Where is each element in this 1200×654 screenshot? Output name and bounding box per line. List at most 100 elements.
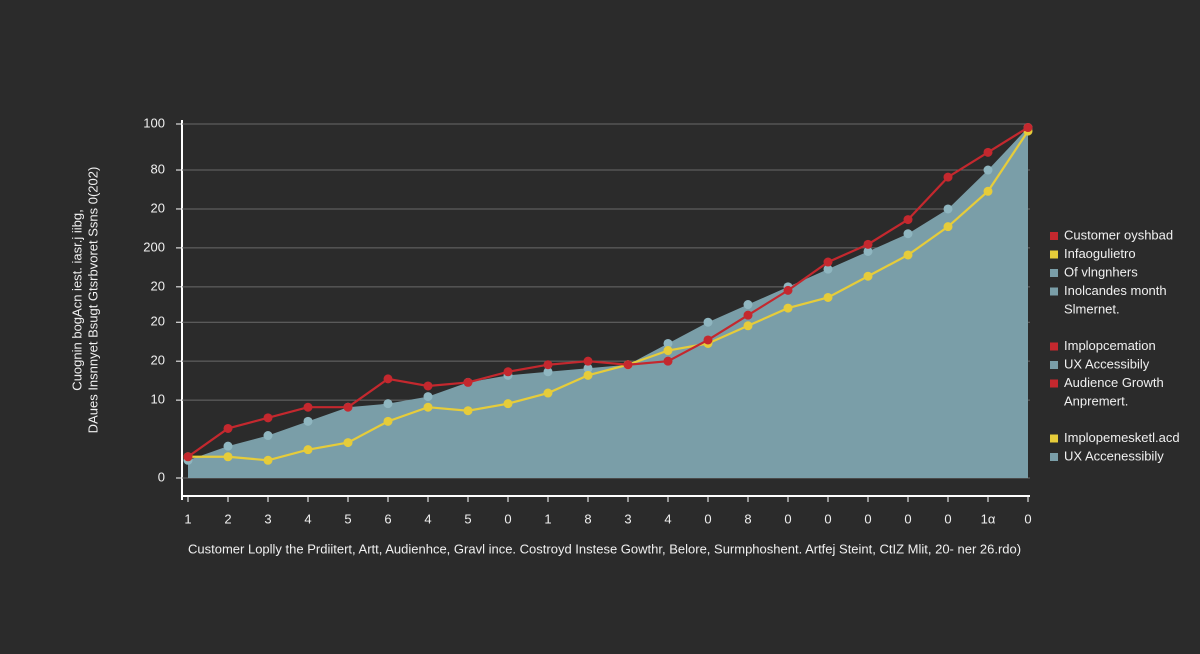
y-tick-label: 20 [151, 200, 165, 215]
legend-label: Inolcandes month [1064, 283, 1167, 298]
x-tick-label: 0 [864, 511, 871, 526]
marker [903, 229, 913, 239]
legend-label: Audience Growth [1064, 375, 1164, 390]
legend-label: Infaogulietro [1064, 246, 1136, 261]
marker [543, 388, 553, 398]
line [188, 130, 1029, 462]
line [187, 126, 1029, 458]
x-tick-label: 4 [424, 511, 431, 526]
x-tick-label: 3 [264, 511, 271, 526]
marker [303, 445, 313, 455]
y-tick-label: 100 [143, 115, 165, 130]
marker [503, 399, 513, 409]
marker [983, 186, 993, 196]
marker [583, 363, 593, 373]
legend-swatch [1050, 287, 1058, 296]
marker [1023, 123, 1033, 133]
x-tick-label: 3 [624, 511, 631, 526]
marker [823, 292, 833, 302]
legend-swatch [1050, 250, 1058, 259]
y-tick-label: 20 [151, 353, 165, 368]
marker [863, 246, 873, 256]
x-tick-label: 5 [344, 511, 351, 526]
marker [303, 402, 313, 412]
y-tick-label: 10 [151, 392, 165, 407]
x-tick-label: 8 [744, 511, 751, 526]
x-tick-label: 1 [544, 511, 551, 526]
marker [263, 455, 273, 465]
marker [943, 172, 953, 182]
marker [423, 402, 433, 412]
marker [663, 346, 673, 356]
marker [943, 204, 953, 214]
marker [223, 441, 233, 451]
marker [183, 452, 193, 462]
marker [383, 399, 393, 409]
x-tick-label: 6 [384, 511, 391, 526]
marker [663, 338, 673, 348]
x-tick-label: 0 [944, 511, 951, 526]
marker [463, 377, 473, 387]
legend-swatch [1050, 342, 1058, 351]
marker [383, 416, 393, 426]
y-axis-label: DAues Insnnyet Bsugt Gtsrbvoret Ssns 0(2… [85, 167, 100, 434]
marker [263, 431, 273, 441]
marker [223, 423, 233, 433]
marker [863, 239, 873, 249]
marker [343, 402, 353, 412]
marker [903, 250, 913, 260]
y-tick-label: 80 [151, 161, 165, 176]
legend-label: Implopcemation [1064, 338, 1156, 353]
marker [703, 317, 713, 327]
x-tick-label: 8 [584, 511, 591, 526]
marker [223, 452, 233, 462]
marker [983, 147, 993, 157]
x-tick-label: 0 [824, 511, 831, 526]
marker [703, 335, 713, 345]
x-tick-label: 4 [664, 511, 671, 526]
x-tick-label: 0 [1024, 511, 1031, 526]
marker [663, 356, 673, 366]
marker [463, 406, 473, 416]
y-axis-label: Cuognin bogAcn iest. iasr.j iibg, [69, 209, 84, 390]
marker [943, 222, 953, 232]
marker [423, 392, 433, 402]
legend-label: UX Accessibily [1064, 356, 1150, 371]
x-tick-label: 0 [504, 511, 511, 526]
x-axis-label: Customer Loplly the Prdiitert, Artt, Aud… [188, 541, 1021, 556]
marker [263, 413, 273, 423]
x-tick-label: 0 [784, 511, 791, 526]
y-tick-label: 200 [143, 239, 165, 254]
marker [903, 215, 913, 225]
x-tick-label: 5 [464, 511, 471, 526]
x-tick-label: 0 [904, 511, 911, 526]
marker [543, 367, 553, 377]
legend-swatch [1050, 361, 1058, 369]
marker [423, 381, 433, 391]
marker [983, 165, 993, 175]
y-tick-label: 20 [151, 278, 165, 293]
legend-swatch [1050, 453, 1058, 461]
marker [743, 310, 753, 320]
marker [583, 370, 593, 380]
marker [823, 257, 833, 267]
legend-swatch [1050, 434, 1058, 443]
legend-label: Slmernet. [1064, 301, 1120, 316]
legend-swatch [1050, 232, 1058, 240]
marker [383, 374, 393, 384]
x-tick-label: 4 [304, 511, 311, 526]
x-tick-label: 1α [981, 511, 996, 526]
y-tick-label: 20 [151, 314, 165, 329]
x-tick-label: 2 [224, 511, 231, 526]
marker [863, 271, 873, 281]
legend-label: UX Accenessibily [1064, 448, 1164, 463]
y-tick-label: 0 [158, 469, 165, 484]
x-tick-label: 1 [184, 511, 191, 526]
marker [303, 416, 313, 426]
legend-label: Anpremert. [1064, 393, 1128, 408]
marker [783, 303, 793, 313]
marker [743, 300, 753, 310]
x-tick-label: 0 [704, 511, 711, 526]
